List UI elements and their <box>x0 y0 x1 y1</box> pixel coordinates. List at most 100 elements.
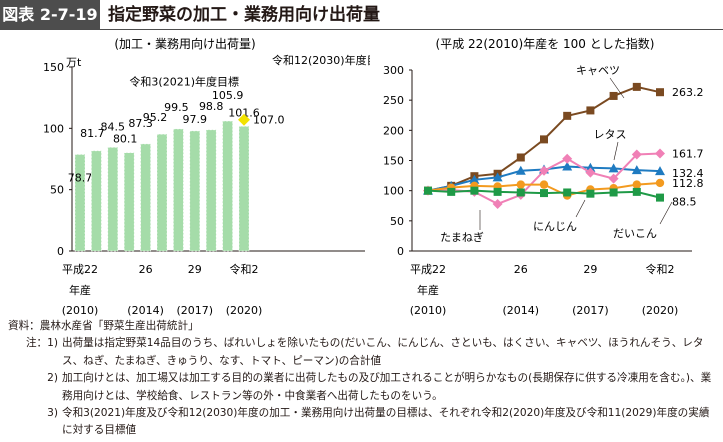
target-label: 令和12(2030)年度目標 <box>272 53 370 67</box>
bar <box>238 126 250 252</box>
figure-header: 図表 2-7-19 指定野菜の加工・業務用向け出荷量 <box>0 0 723 30</box>
line-point <box>516 188 525 197</box>
line-point <box>563 188 572 197</box>
bar-value-label: 78.7 <box>68 171 93 184</box>
y-tick-label: 0 <box>57 245 64 258</box>
line-point <box>470 186 479 195</box>
line-point <box>655 148 665 159</box>
line-point <box>655 166 665 176</box>
line-point <box>469 174 480 184</box>
series-end-label: 263.2 <box>672 86 704 99</box>
line-point <box>516 153 525 162</box>
annotation-leader <box>659 201 673 225</box>
line-point <box>632 187 641 196</box>
annotation-leader <box>575 199 586 218</box>
line-point <box>608 163 619 173</box>
line-point <box>492 198 503 209</box>
x-tick-label: 26 <box>139 263 153 276</box>
bar <box>222 120 233 252</box>
series-end-label: 112.8 <box>672 177 704 190</box>
bar-layer: 0 50 100 150 78.7 81.784.580.1 87.395.299.597.… <box>43 53 370 317</box>
line-point <box>516 180 525 189</box>
note-2-text: 加工向けとは、加工場又は加工する目的の業者に出荷したもの及び加工されることが明ら… <box>62 372 712 402</box>
y-tick-label: 150 <box>43 61 64 74</box>
x-tick-year: (2014) <box>503 304 540 317</box>
bar-chart: (加工・業務用向け出荷量) 万t 0 50 100 150 78.7 81.784.580… <box>43 36 370 317</box>
note-3-head: 3) <box>47 407 58 420</box>
bar <box>140 143 151 252</box>
x-tick-year: (2010) <box>62 304 99 317</box>
note-2-head: 2) <box>47 372 58 385</box>
note-2: 2) 加工向けとは、加工場又は加工する目的の業者に出荷したもの及び加工されること… <box>8 370 720 405</box>
line-chart-title: (平成 22(2010)年産を 100 とした指数) <box>436 36 655 51</box>
x-tick-year: (2017) <box>572 304 609 317</box>
line-point <box>632 180 641 189</box>
line-point <box>631 165 642 175</box>
x-tick-label: 29 <box>188 263 202 276</box>
y-tick-label: 50 <box>50 184 64 197</box>
bar-value-label: 99.5 <box>164 101 189 114</box>
x-tick-label: 平成22 <box>62 263 98 276</box>
line-point <box>585 167 596 178</box>
note-1-text: 出荷量は指定野菜14品目のうち、ばれいしょを除いたもの(だいこん、にんじん、さと… <box>62 337 704 367</box>
note-1-head: 注：1) <box>25 337 58 350</box>
y-tick-label: 250 <box>383 94 404 107</box>
figure-label: 図表 2-7-19 <box>0 0 100 30</box>
bar-chart-unit: 万t <box>66 56 82 69</box>
annotation-label: にんじん <box>533 220 577 233</box>
source-note: 資料：農林水産省「野菜生産出荷統計」 <box>8 320 199 332</box>
line-point <box>562 161 573 171</box>
bar-value-label: 95.2 <box>143 111 168 124</box>
line-point <box>540 189 548 198</box>
line-layer: 0 50 100 150 200 250 300 平成22 年産 (2010) 26 (2014) 29… <box>383 64 704 317</box>
line-point <box>656 193 664 202</box>
annotation-label: レタス <box>594 128 627 141</box>
x-tick-label: 令和2 <box>646 262 675 276</box>
line-point <box>563 111 572 120</box>
annotation-leader <box>613 141 619 161</box>
note-1: 注：1) 出荷量は指定野菜14品目のうち、ばれいしょを除いたもの(だいこん、にん… <box>8 335 720 370</box>
bar <box>173 128 184 252</box>
bar <box>74 154 86 252</box>
bar <box>107 147 119 252</box>
line-point <box>609 188 618 197</box>
note-3-text: 令和3(2021)年度及び令和12(2030)年度の加工・業務用向け出荷量の目標… <box>62 407 710 437</box>
line-point <box>562 153 573 164</box>
target-value-label: 107.0 <box>253 114 285 127</box>
line-point <box>539 165 549 176</box>
series-daikon: 88.5 <box>424 186 697 209</box>
bar <box>91 150 102 252</box>
line-point <box>447 187 456 196</box>
x-tick-sublabel: 年産 <box>417 283 439 297</box>
x-tick-year: (2020) <box>642 304 679 317</box>
notes: 資料：農林水産省「野菜生産出荷統計」 注：1) 出荷量は指定野菜14品目のうち、… <box>8 318 720 440</box>
x-tick-label: 令和2 <box>230 262 259 276</box>
annotation-label: たまねぎ <box>440 230 484 244</box>
y-tick-label: 0 <box>397 245 404 258</box>
bar-value-label: 98.8 <box>199 100 224 113</box>
header-rule <box>0 29 723 30</box>
line-point <box>585 162 596 172</box>
bar-value-label: 87.3 <box>128 117 153 130</box>
bar-value-label: 81.7 <box>80 127 105 140</box>
y-tick-label: 150 <box>383 155 404 168</box>
x-tick-label: 平成22 <box>410 263 446 276</box>
line-point <box>586 189 595 198</box>
line-point <box>493 187 502 196</box>
line-point <box>424 186 432 195</box>
bar-value-label: 80.1 <box>113 133 138 146</box>
x-tick-label: 26 <box>514 263 528 276</box>
line-point <box>540 135 548 144</box>
target-label: 令和3(2021)年度目標 <box>129 75 239 89</box>
series-cabbage: 263.2 <box>424 82 704 195</box>
annotation-label: キャベツ <box>576 64 620 77</box>
series-end-label: 161.7 <box>672 147 704 160</box>
line-point <box>608 173 619 184</box>
bar <box>189 130 201 252</box>
line-point <box>656 88 664 97</box>
y-tick-label: 200 <box>383 124 404 137</box>
line-point <box>609 91 618 100</box>
annotation-label: だいこん <box>613 227 657 240</box>
line-point <box>632 82 641 91</box>
bar-chart-title: (加工・業務用向け出荷量) <box>114 36 255 51</box>
